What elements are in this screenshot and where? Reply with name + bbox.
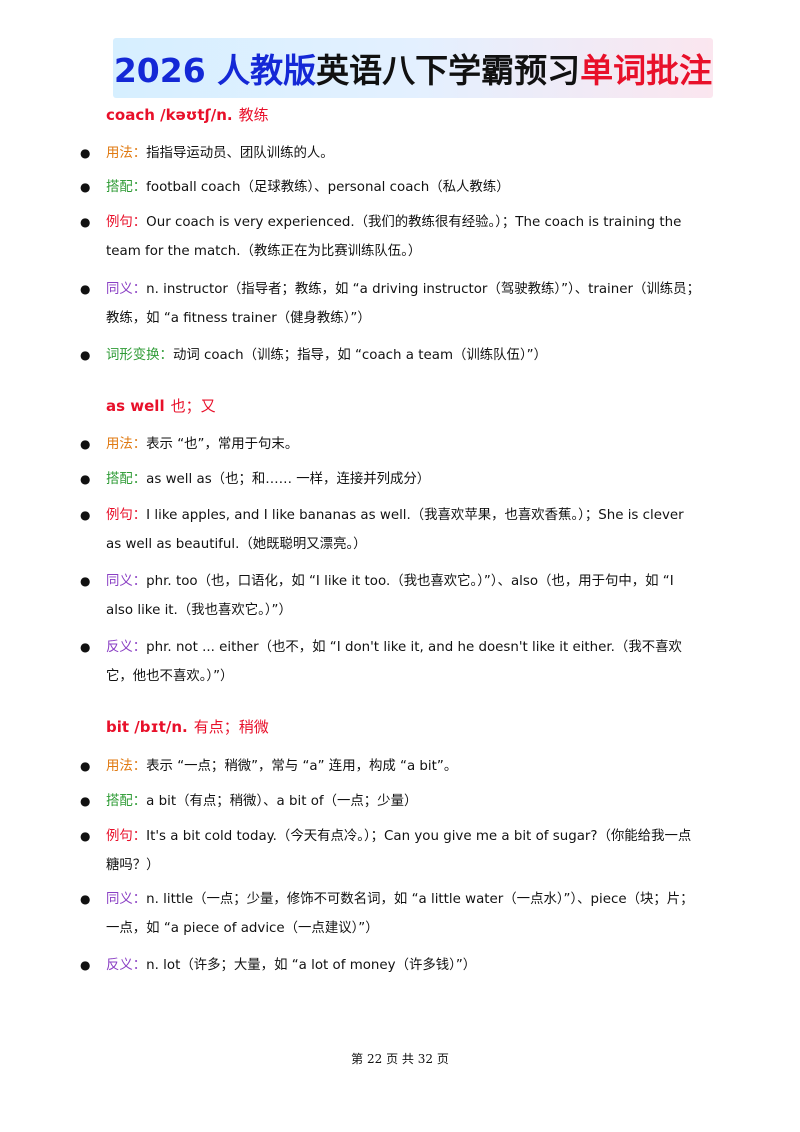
item-label: 用法： [106,437,147,452]
item-text: n. little（一点；少量，修饰不可数名词，如 “a little wate… [106,892,694,936]
entry-word: as well [106,397,165,415]
bullet-icon: ● [80,437,91,451]
item-text: phr. not ... either（也不，如 “I don't like i… [106,640,682,684]
title-banner: 2026 人教版英语八下学霸预习单词批注 [113,38,713,98]
item-label: 同义： [106,574,147,589]
item-text: n. instructor（指导者；教练，如 “a driving instru… [106,282,700,326]
item-text: Our coach is very experienced.（我们的教练很有经验… [106,215,682,259]
title-part-edition: 2026 人教版 [113,51,317,90]
bullet-icon: ● [80,794,91,808]
item-text: 指指导运动员、团队训练的人。 [146,146,334,161]
entry-heading-bit: bit /bɪt/n. 有点；稍微 [106,716,269,737]
bullet-icon: ● [80,640,91,654]
item-label: 同义： [106,282,147,297]
item-text: I like apples, and I like bananas as wel… [106,508,684,552]
item-text: 动词 coach（训练；指导，如 “coach a team（训练队伍）”） [172,348,547,363]
bullet-icon: ● [80,472,91,486]
item-text: 表示 “也”，常用于句末。 [146,437,299,452]
footer-suffix: 页 [436,1052,449,1066]
title-part-subject: 英语八下学霸预习 [316,51,581,90]
bullet-icon: ● [80,958,91,972]
item-text: phr. too（也，口语化，如 “I like it too.（我也喜欢它。）… [106,574,674,618]
entry-meaning: 也；又 [170,397,216,415]
footer-total-pages: 32 [417,1052,434,1066]
item-text: n. lot（许多；大量，如 “a lot of money（许多钱）”） [146,958,477,973]
entry-meaning: 教练 [238,106,269,124]
bullet-icon: ● [80,215,91,229]
item-text: It's a bit cold today.（今天有点冷。）；Can you g… [106,829,692,873]
bullet-icon: ● [80,282,91,296]
footer-middle: 页 共 [386,1052,414,1066]
bullet-icon: ● [80,829,91,843]
item-label: 用法： [106,759,147,774]
item-label: 反义： [106,640,147,655]
entry-meaning: 有点；稍微 [193,718,269,736]
page-footer: 第 22 页 共 32 页 [0,1050,800,1067]
footer-page-number: 22 [366,1052,383,1066]
entry-word: coach /kəʊtʃ/n. [106,106,233,124]
item-label: 搭配： [106,180,147,195]
item-text: 表示 “一点；稍微”，常与 “a” 连用，构成 “a bit”。 [146,759,458,774]
bullet-icon: ● [80,892,91,906]
entry-heading-coach: coach /kəʊtʃ/n. 教练 [106,104,269,125]
item-label: 搭配： [106,472,147,487]
bullet-icon: ● [80,180,91,194]
title-part-topic: 单词批注 [580,51,713,90]
footer-prefix: 第 [351,1052,364,1066]
bullet-icon: ● [80,574,91,588]
item-label: 例句： [106,215,147,230]
item-label: 同义： [106,892,147,907]
page-title: 2026 人教版英语八下学霸预习单词批注 [114,44,712,92]
item-label: 反义： [106,958,147,973]
bullet-icon: ● [80,146,91,160]
item-label: 搭配： [106,794,147,809]
entry-word: bit /bɪt/n. [106,718,188,736]
bullet-icon: ● [80,759,91,773]
item-text: a bit（有点；稍微）、a bit of（一点；少量） [146,794,418,809]
bullet-icon: ● [80,508,91,522]
item-text: football coach（足球教练）、personal coach（私人教练… [146,180,510,195]
item-label: 例句： [106,508,147,523]
item-label: 词形变换： [106,348,173,363]
item-label: 例句： [106,829,147,844]
entry-heading-as-well: as well 也；又 [106,395,216,416]
item-label: 用法： [106,146,147,161]
bullet-icon: ● [80,348,91,362]
item-text: as well as（也；和…… 一样，连接并列成分） [146,472,431,487]
